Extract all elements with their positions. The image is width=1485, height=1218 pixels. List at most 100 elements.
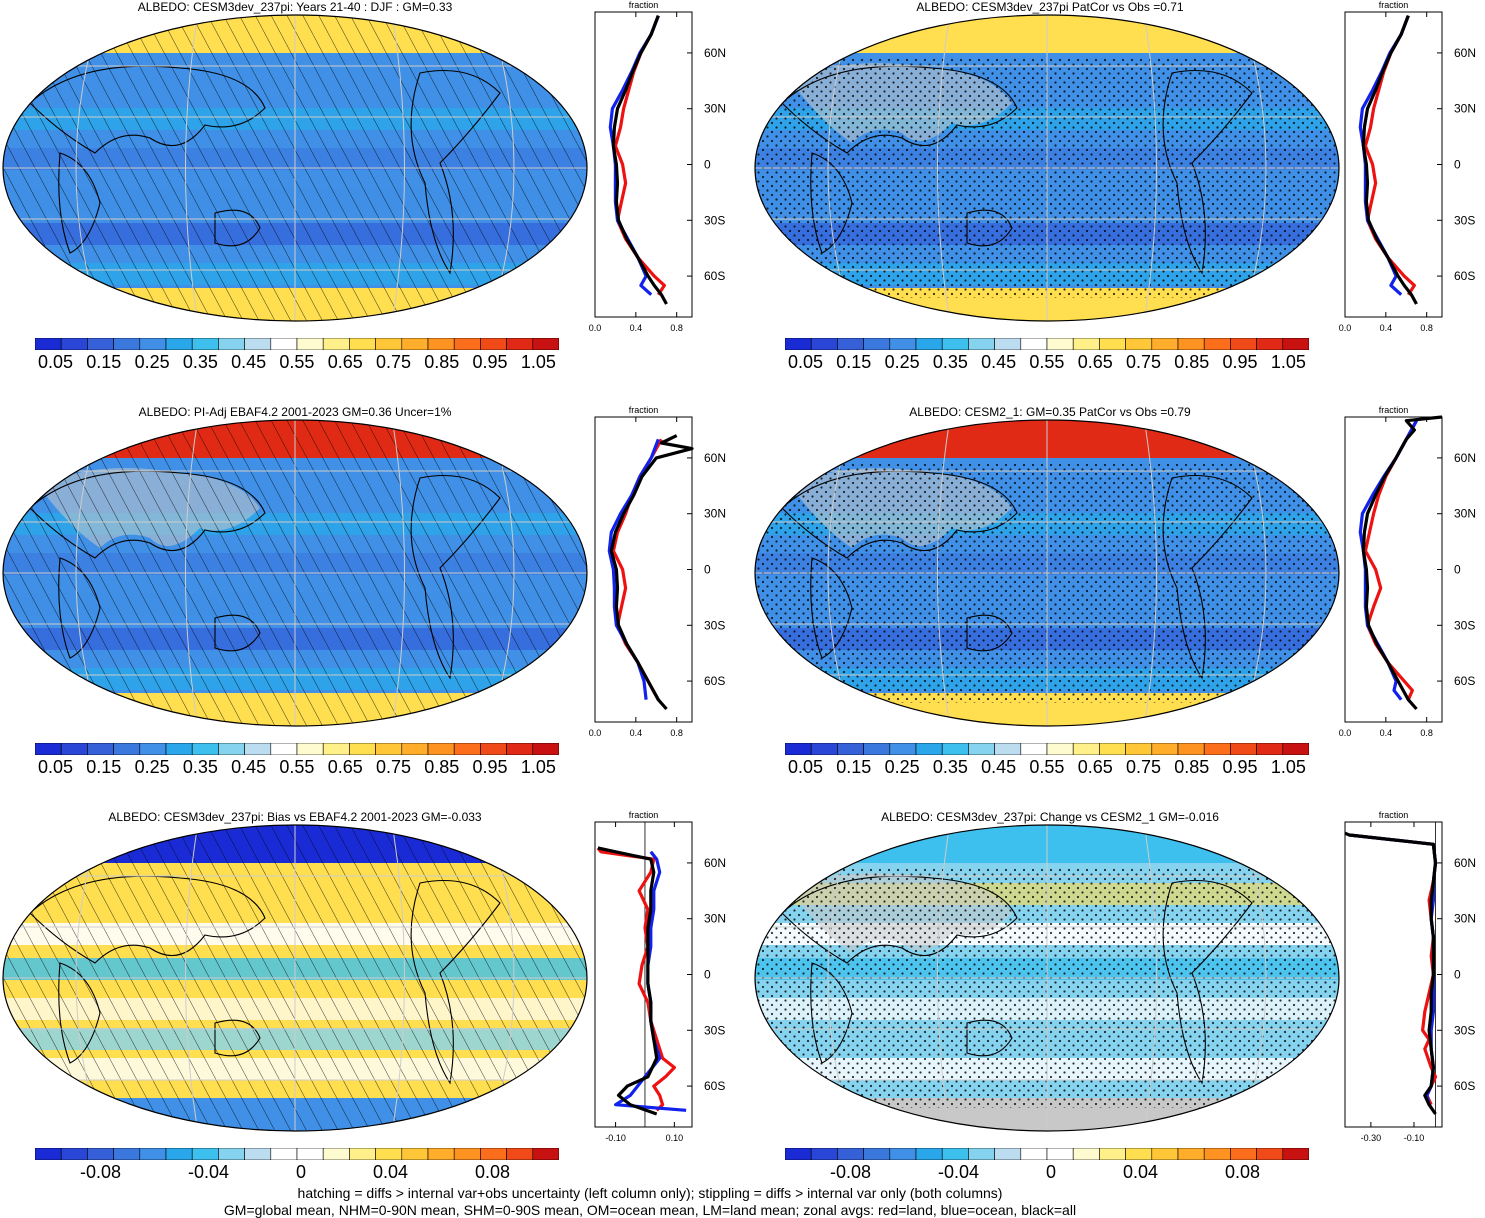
- colorbar-tick-label: 0.95: [1222, 757, 1258, 777]
- colorbar-swatch: [1046, 338, 1074, 350]
- colorbar-swatch: [113, 338, 141, 350]
- zonal-title: fraction: [1379, 810, 1409, 820]
- colorbar-swatch: [1125, 1148, 1153, 1160]
- colorbar-tick-label: 0.85: [424, 352, 460, 372]
- colorbar-swatch: [165, 1148, 193, 1160]
- colorbar-swatch: [349, 743, 376, 755]
- zonal-profile-plot: fraction 60N 30N 0 30S 60S 0.0 0.4 0.8: [589, 0, 726, 333]
- y-tick-label: 30N: [1454, 912, 1476, 926]
- colorbar-swatch: [810, 743, 838, 755]
- graticule-lon: [391, 15, 405, 321]
- colorbar-swatch: [165, 743, 193, 755]
- colorbar-tick-label: 0.55: [279, 352, 315, 372]
- y-tick-label: 30N: [704, 507, 726, 521]
- colorbar-swatch: [35, 1148, 62, 1160]
- colorbar-tick-label: 0.08: [474, 1162, 510, 1182]
- map-plot: [754, 14, 1340, 322]
- map-title: ALBEDO: CESM2_1: GM=0.35 PatCor vs Obs =…: [909, 405, 1191, 419]
- graticule-lon: [185, 15, 199, 321]
- colorbar-swatch: [401, 338, 429, 350]
- colorbar-swatch: [87, 1148, 114, 1160]
- colorbar-swatch: [139, 743, 167, 755]
- colorbar-swatch: [1256, 743, 1284, 755]
- y-tick-label: 60N: [1454, 46, 1476, 60]
- colorbar-swatch: [60, 743, 88, 755]
- footer-note-1: hatching = diffs > internal var+obs unce…: [297, 1185, 1003, 1201]
- graticule-lon: [937, 420, 951, 726]
- y-tick-label: 30S: [704, 213, 725, 227]
- y-tick-label: 30N: [704, 102, 726, 116]
- colorbar-swatch: [1046, 743, 1074, 755]
- colorbar-swatch: [244, 338, 272, 350]
- colorbar-swatch: [1177, 1148, 1205, 1160]
- colorbar-swatch: [375, 743, 403, 755]
- colorbar-swatch: [375, 338, 403, 350]
- map-plot: [2, 824, 588, 1132]
- map-border: [754, 14, 1340, 322]
- colorbar-tick-label: 0.45: [231, 352, 267, 372]
- colorbar-swatch: [427, 743, 455, 755]
- zonal-title: fraction: [1379, 0, 1409, 10]
- colorbar-swatch: [968, 1148, 995, 1160]
- y-tick-label: 30S: [704, 1023, 725, 1037]
- colorbar-swatch: [1072, 1148, 1100, 1160]
- colorbar-swatch: [113, 1148, 141, 1160]
- colorbar-tick-label: 0.55: [279, 757, 315, 777]
- colorbar-swatch: [1203, 743, 1231, 755]
- map-border: [2, 419, 588, 727]
- x-tick-label: 0.0: [589, 728, 602, 738]
- colorbar-swatch: [1125, 743, 1153, 755]
- colorbar-swatch: [1151, 1148, 1179, 1160]
- colorbar-tick-label: 1.05: [1270, 352, 1306, 372]
- x-tick-label: 0.10: [666, 1133, 684, 1143]
- colorbar-tick-label: 0.35: [932, 352, 968, 372]
- colorbar-swatch: [113, 743, 141, 755]
- colorbar-tick-label: -0.08: [830, 1162, 872, 1182]
- map-title: ALBEDO: CESM3dev_237pi: Bias vs EBAF4.2 …: [108, 810, 482, 824]
- colorbar-swatch: [270, 743, 298, 755]
- colorbar-tick-label: 0.05: [38, 352, 74, 372]
- colorbar-swatch: [889, 1148, 917, 1160]
- colorbar-tick-label: 0.04: [1122, 1162, 1158, 1182]
- y-tick-label: 0: [1454, 968, 1461, 982]
- x-tick-label: 0.8: [1420, 728, 1433, 738]
- graticule-lon: [1143, 420, 1157, 726]
- colorbar-swatch: [191, 1148, 219, 1160]
- colorbar-tick-label: 0.25: [134, 352, 170, 372]
- colorbar-tick-label: 0.35: [932, 757, 968, 777]
- zonal-series-black: [1361, 415, 1443, 711]
- colorbar-tick-label: 0.25: [884, 757, 920, 777]
- colorbar-labels: 0.05 0.15 0.25 0.35 0.45 0.55 0.65 0.75 0.85 0.95…: [38, 757, 556, 778]
- y-tick-label: 60N: [704, 451, 726, 465]
- colorbar-swatch: [401, 743, 429, 755]
- colorbar-swatch: [941, 338, 969, 350]
- x-tick-label: 0.8: [670, 728, 683, 738]
- colorbar-swatch: [1020, 743, 1048, 755]
- y-tick-label: 60S: [1454, 1079, 1475, 1093]
- colorbar-tick-label: 0.55: [1029, 757, 1065, 777]
- map-plot: [754, 419, 1340, 727]
- zonal-series-black: [609, 434, 694, 711]
- colorbar-tick-label: 0.75: [1125, 757, 1162, 777]
- y-tick-label: 30N: [704, 912, 726, 926]
- colorbar-swatch: [837, 338, 864, 350]
- y-tick-label: 30S: [704, 618, 725, 632]
- colorbar-swatch: [1230, 338, 1257, 350]
- colorbar-tick-label: 0.75: [375, 757, 412, 777]
- colorbar-swatch: [270, 1148, 298, 1160]
- colorbar-tick-label: 0: [295, 1162, 306, 1182]
- colorbar-swatch: [244, 743, 272, 755]
- colorbar-swatch: [1230, 743, 1257, 755]
- zonal-profile-plot: fraction 60N 30N 0 30S 60S -0.30 -0.10: [1344, 810, 1476, 1143]
- zonal-title: fraction: [629, 810, 659, 820]
- x-tick-label: -0.10: [1404, 1133, 1425, 1143]
- map-border: [754, 419, 1340, 727]
- colorbar-swatch: [375, 1148, 403, 1160]
- zonal-series-black: [1344, 831, 1438, 1115]
- x-tick-label: 0.4: [1380, 323, 1393, 333]
- y-tick-label: 60S: [1454, 269, 1475, 283]
- colorbar-labels: 0.05 0.15 0.25 0.35 0.45 0.55 0.65 0.75 0.85 0.95…: [788, 757, 1306, 778]
- colorbar-tick-label: 0: [1045, 1162, 1056, 1182]
- colorbar-swatch: [837, 743, 864, 755]
- colorbar-tick-label: 0.05: [788, 352, 824, 372]
